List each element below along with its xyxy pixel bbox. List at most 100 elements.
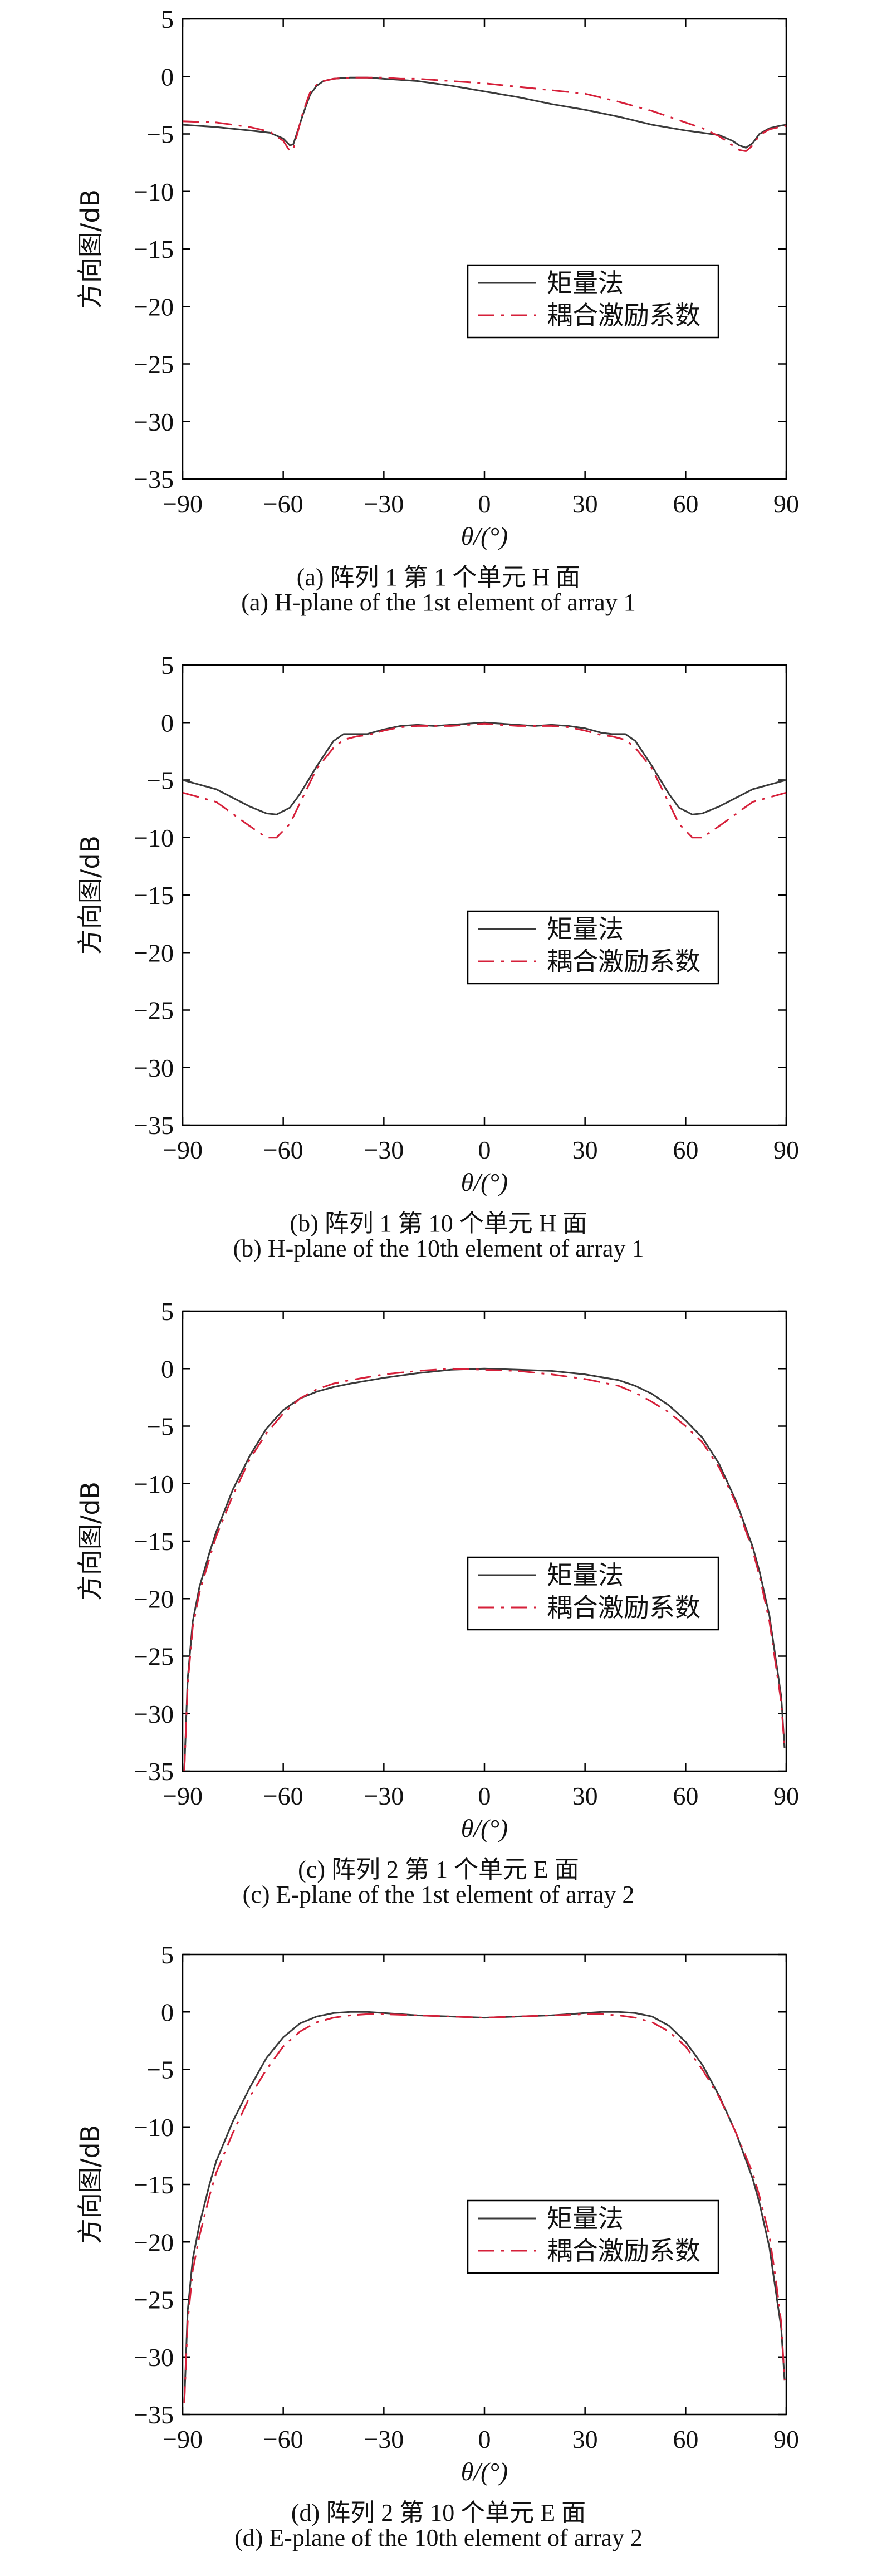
- caption-d-cn: (d) 阵列 2 第 10 个单元 E 面: [291, 2499, 586, 2526]
- panel-1-plot-frame: [182, 18, 787, 480]
- panel-4-y-axis-label: 方向图/dB: [75, 2125, 105, 2244]
- panel-2-x-tick-label-2: −30: [364, 1136, 404, 1164]
- panel-1-x-tick-label-6: 90: [773, 490, 799, 518]
- panel-4-y-tick-label-4: −15: [134, 2171, 174, 2199]
- panel-4-legend-label-coupling: 耦合激励系数: [547, 2236, 700, 2266]
- panel-2-x-tick-label-1: −60: [263, 1136, 303, 1164]
- panel-3-y-tick-label-0: 5: [161, 1297, 174, 1326]
- panel-2-legend-label-mom: 矩量法: [547, 914, 624, 944]
- panel-3-x-tick-label-3: 0: [478, 1782, 491, 1810]
- panel-1-x-tick-label-1: −60: [263, 490, 303, 518]
- panel-4-x-tick-label-6: 90: [773, 2425, 799, 2453]
- panel-3-x-tick-label-4: 30: [572, 1782, 598, 1810]
- panel-1-x-tick-label-3: 0: [478, 490, 491, 518]
- caption-a-cn: (a) 阵列 1 第 1 个单元 H 面: [296, 564, 581, 591]
- panel-2-y-tick-label-3: −10: [134, 824, 174, 852]
- panel-3-legend-label-mom: 矩量法: [547, 1560, 624, 1590]
- panel-4-y-tick-label-0: 5: [161, 1940, 174, 1969]
- panel-4-x-tick-label-4: 30: [572, 2425, 598, 2453]
- panel-2-legend-label-coupling: 耦合激励系数: [547, 946, 700, 976]
- panel-4-x-tick-label-2: −30: [364, 2425, 404, 2453]
- panel-2-y-tick-label-7: −30: [134, 1054, 174, 1082]
- panel-4-x-tick-label-0: −90: [163, 2425, 203, 2453]
- panel-4-x-tick-label-3: 0: [478, 2425, 491, 2453]
- panel-3-x-tick-label-0: −90: [163, 1782, 203, 1810]
- panel-2-y-tick-label-2: −5: [146, 766, 174, 795]
- panel-4-y-tick-label-1: 0: [161, 1998, 174, 2026]
- panel-3-y-tick-label-7: −30: [134, 1700, 174, 1728]
- panel-1-x-tick-label-0: −90: [163, 490, 203, 518]
- panel-3-legend-label-coupling: 耦合激励系数: [547, 1592, 700, 1622]
- panel-2-x-tick-label-0: −90: [163, 1136, 203, 1164]
- panel-3-series-mom-line: [183, 1367, 786, 1772]
- panel-1-y-tick-label-5: −20: [134, 292, 174, 321]
- caption-c-cn: (c) 阵列 2 第 1 个单元 E 面: [298, 1856, 579, 1883]
- panel-1-x-tick-label-2: −30: [364, 490, 404, 518]
- panel-1-x-tick-label-4: 30: [572, 490, 598, 518]
- panel-2-y-tick-label-1: 0: [161, 708, 174, 737]
- panel-3-y-tick-label-5: −20: [134, 1585, 174, 1613]
- panel-4-y-tick-label-5: −20: [134, 2228, 174, 2256]
- caption-b-en: (b) H-plane of the 10th element of array…: [233, 1235, 644, 1262]
- panel-1-y-axis-label: 方向图/dB: [75, 189, 105, 309]
- panel-2-x-axis-label: θ/(°): [461, 1168, 508, 1196]
- panel-1-legend-box: [467, 264, 719, 339]
- panel-1-y-tick-label-7: −30: [134, 408, 174, 436]
- panel-1-legend-label-coupling: 耦合激励系数: [547, 300, 700, 330]
- panel-2-series-mom-line: [182, 721, 787, 815]
- panel-3-y-tick-label-2: −5: [146, 1412, 174, 1441]
- panel-3-y-tick-label-6: −25: [134, 1643, 174, 1671]
- panel-2-x-tick-label-6: 90: [773, 1136, 799, 1164]
- panel-4-legend-label-mom: 矩量法: [547, 2203, 624, 2233]
- panel-4-plot-frame: [182, 1953, 787, 2416]
- panel-3-y-tick-label-3: −10: [134, 1470, 174, 1498]
- caption-b-cn: (b) 阵列 1 第 10 个单元 H 面: [290, 1210, 587, 1237]
- panel-2-y-tick-label-5: −20: [134, 938, 174, 967]
- panel-4-series-coupling-line: [183, 2013, 786, 2403]
- panel-4-legend-box: [467, 2199, 719, 2274]
- panel-4-x-axis-label: θ/(°): [461, 2457, 508, 2486]
- panel-2-x-tick-label-4: 30: [572, 1136, 598, 1164]
- panel-1-y-tick-label-6: −25: [134, 350, 174, 379]
- panel-1-series-mom-line: [182, 76, 787, 149]
- panel-2-y-axis-label: 方向图/dB: [75, 835, 105, 955]
- panel-1-y-tick-label-1: 0: [161, 62, 174, 91]
- panel-2-y-tick-label-6: −25: [134, 996, 174, 1025]
- panel-1-y-tick-label-2: −5: [146, 120, 174, 149]
- panel-3-y-tick-label-1: 0: [161, 1355, 174, 1383]
- panel-3-x-tick-label-1: −60: [263, 1782, 303, 1810]
- panel-4-y-tick-label-8: −35: [134, 2401, 174, 2429]
- panel-4-x-tick-label-5: 60: [673, 2425, 698, 2453]
- panel-3-y-axis-label: 方向图/dB: [75, 1482, 105, 1601]
- panel-1-x-tick-label-5: 60: [673, 490, 698, 518]
- panel-4-y-tick-label-2: −5: [146, 2056, 174, 2084]
- panel-3-x-tick-label-2: −30: [364, 1782, 404, 1810]
- panel-2-plot-frame: [182, 664, 787, 1126]
- panel-2-y-tick-label-8: −35: [134, 1111, 174, 1140]
- panel-3-x-tick-label-6: 90: [773, 1782, 799, 1810]
- panel-1-y-tick-label-4: −15: [134, 235, 174, 263]
- panel-1-legend-label-mom: 矩量法: [547, 268, 624, 298]
- caption-a-en: (a) H-plane of the 1st element of array …: [241, 589, 636, 616]
- panel-3-x-axis-label: θ/(°): [461, 1814, 508, 1842]
- panel-2-series-coupling-line: [182, 722, 787, 839]
- panel-1-y-tick-label-0: 5: [161, 5, 174, 33]
- panel-4-x-tick-label-1: −60: [263, 2425, 303, 2453]
- caption-d-en: (d) E-plane of the 10th element of array…: [234, 2524, 643, 2551]
- panel-3-plot-frame: [182, 1310, 787, 1772]
- panel-3-series-coupling-line: [183, 1367, 786, 1772]
- caption-c-en: (c) E-plane of the 1st element of array …: [242, 1881, 635, 1908]
- panel-4-y-tick-label-7: −30: [134, 2343, 174, 2372]
- panel-3-x-tick-label-5: 60: [673, 1782, 698, 1810]
- panel-3-y-tick-label-8: −35: [134, 1757, 174, 1786]
- panel-2-x-tick-label-3: 0: [478, 1136, 491, 1164]
- panel-1-series-coupling-line: [182, 76, 787, 152]
- panel-2-legend-box: [467, 910, 719, 985]
- panel-2-y-tick-label-4: −15: [134, 881, 174, 910]
- panel-4-y-tick-label-3: −10: [134, 2113, 174, 2142]
- panel-2-x-tick-label-5: 60: [673, 1136, 698, 1164]
- panel-1-y-tick-label-3: −10: [134, 178, 174, 206]
- panel-1-y-tick-label-8: −35: [134, 465, 174, 493]
